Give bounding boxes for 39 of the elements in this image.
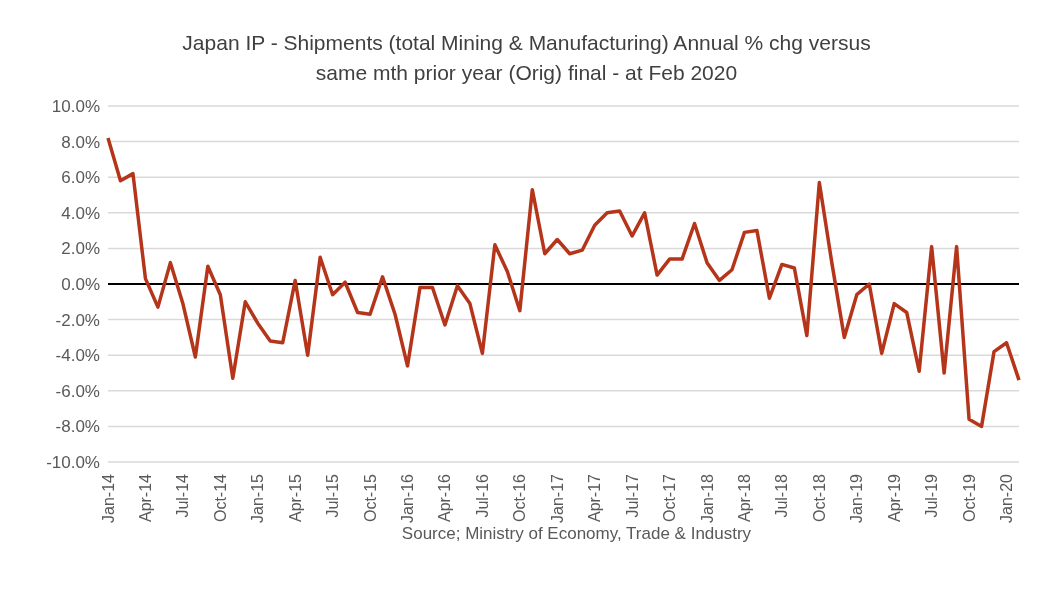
x-tick-label: Jan-19 [848, 473, 866, 523]
x-tick-label: Jul-14 [174, 473, 192, 518]
line-series [106, 136, 1021, 429]
x-tick-label: Jan-18 [698, 473, 716, 523]
y-tick-label: 6.0% [61, 168, 100, 188]
x-tick-label: Apr-17 [586, 473, 604, 523]
x-tick-label: Jul-19 [923, 473, 941, 518]
x-tick-label: Oct-18 [810, 473, 828, 523]
y-tick-label: 10.0% [51, 97, 100, 117]
x-tick-label: Jul-18 [773, 473, 791, 518]
y-tick-label: 2.0% [61, 239, 100, 259]
x-tick-label: Apr-19 [885, 473, 903, 523]
y-tick-label: -8.0% [55, 417, 100, 437]
x-tick-label: Jan-15 [249, 473, 267, 523]
x-tick-label: Jul-17 [623, 473, 641, 518]
x-tick-label: Jul-15 [324, 473, 342, 518]
x-tick-label: Apr-16 [436, 473, 454, 523]
x-tick-label: Oct-17 [661, 473, 679, 523]
y-tick-label: 8.0% [61, 132, 100, 152]
x-tick-label: Jan-20 [998, 473, 1016, 523]
x-tick-label: Apr-18 [735, 473, 753, 523]
y-tick-label: 0.0% [61, 275, 100, 295]
x-tick-label: Oct-15 [361, 473, 379, 523]
x-tick-label: Jan-17 [548, 473, 566, 523]
y-tick-label: -4.0% [55, 346, 100, 366]
x-tick-label: Oct-19 [960, 473, 978, 523]
source-note: Source; Ministry of Economy, Trade & Industry [400, 524, 753, 544]
x-tick-label: Oct-16 [511, 473, 529, 523]
x-tick-label: Jul-16 [473, 473, 491, 518]
chart-title: Japan IP - Shipments (total Mining & Manufacturing) Annual % chg versus same mth prior year (Orig) final - at Feb 2020 [181, 30, 872, 86]
x-tick-label: Jan-16 [399, 473, 417, 523]
y-tick-label: -10.0% [46, 453, 100, 473]
x-tick-label: Oct-14 [211, 473, 229, 523]
y-tick-label: -2.0% [55, 310, 100, 330]
y-tick-label: 4.0% [61, 203, 100, 223]
x-tick-label: Apr-14 [136, 473, 154, 523]
y-tick-label: -6.0% [55, 381, 100, 401]
x-tick-label: Apr-15 [286, 473, 304, 523]
x-tick-label: Jan-14 [99, 473, 117, 523]
